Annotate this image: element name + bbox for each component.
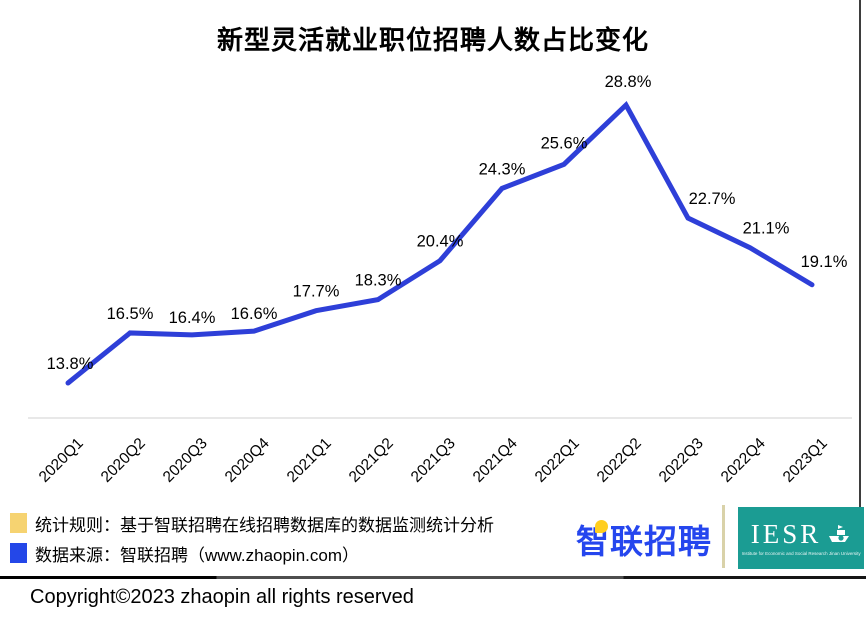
x-axis-label: 2023Q1 — [780, 435, 831, 486]
legend-label: 数据来源：智联招聘（www.zhaopin.com） — [35, 545, 360, 565]
iesr-subtext: Institute for Economic and Social Resear… — [741, 550, 861, 557]
iesr-acronym: IESR — [750, 518, 822, 549]
data-label: 17.7% — [293, 283, 340, 301]
zhaopin-logo: 智联招聘 — [576, 519, 712, 565]
legend-swatch-yellow — [10, 513, 27, 533]
x-axis-label: 2022Q3 — [656, 435, 707, 486]
data-label: 20.4% — [417, 233, 464, 251]
right-border — [859, 0, 861, 508]
line-chart: 13.8% 16.5% 16.4% 16.6% 17.7% 18.3% 20.4% 24.3%… — [28, 73, 852, 486]
iesr-logo: IESR Institute for Economic and Social R… — [738, 507, 864, 569]
legend-label: 统计规则：基于智联招聘在线招聘数据库的数据监测统计分析 — [35, 515, 494, 535]
data-label: 13.8% — [47, 355, 94, 373]
ship-icon — [829, 524, 850, 542]
legend: 统计规则：基于智联招聘在线招聘数据库的数据监测统计分析 数据来源：智联招聘（ww… — [10, 508, 494, 568]
data-label: 22.7% — [689, 190, 736, 208]
legend-item-rule: 统计规则：基于智联招聘在线招聘数据库的数据监测统计分析 — [10, 508, 494, 538]
data-label: 25.6% — [541, 134, 588, 152]
x-axis-label: 2021Q2 — [346, 435, 397, 486]
data-label: 24.3% — [479, 160, 526, 178]
x-axis-label: 2020Q4 — [222, 435, 273, 486]
chart-line — [65, 100, 815, 386]
legend-item-source: 数据来源：智联招聘（www.zhaopin.com） — [10, 538, 494, 568]
data-label: 18.3% — [355, 272, 402, 290]
x-axis-label: 2020Q1 — [36, 435, 87, 486]
footer-divider — [0, 576, 866, 579]
data-label: 28.8% — [605, 73, 652, 91]
logo-divider — [722, 505, 725, 568]
data-label: 16.6% — [231, 305, 278, 323]
legend-swatch-blue — [10, 543, 27, 563]
x-axis-label: 2021Q3 — [408, 435, 459, 486]
data-label: 21.1% — [743, 220, 790, 238]
x-axis-label: 2020Q2 — [98, 435, 149, 486]
data-label: 16.4% — [169, 309, 216, 327]
page-title: 新型灵活就业职位招聘人数占比变化 — [216, 25, 649, 55]
data-label: 16.5% — [107, 305, 154, 323]
location-pin-icon — [595, 520, 608, 533]
x-axis-label: 2022Q1 — [532, 435, 583, 486]
x-axis-label: 2020Q3 — [160, 435, 211, 486]
x-axis-label: 2021Q1 — [284, 435, 335, 486]
x-axis-label: 2021Q4 — [470, 435, 521, 486]
copyright-text: Copyright©2023 zhaopin all rights reserv… — [30, 586, 414, 608]
x-axis-label: 2022Q4 — [718, 435, 769, 486]
data-label: 19.1% — [801, 253, 848, 271]
x-axis-label: 2022Q2 — [594, 435, 645, 486]
